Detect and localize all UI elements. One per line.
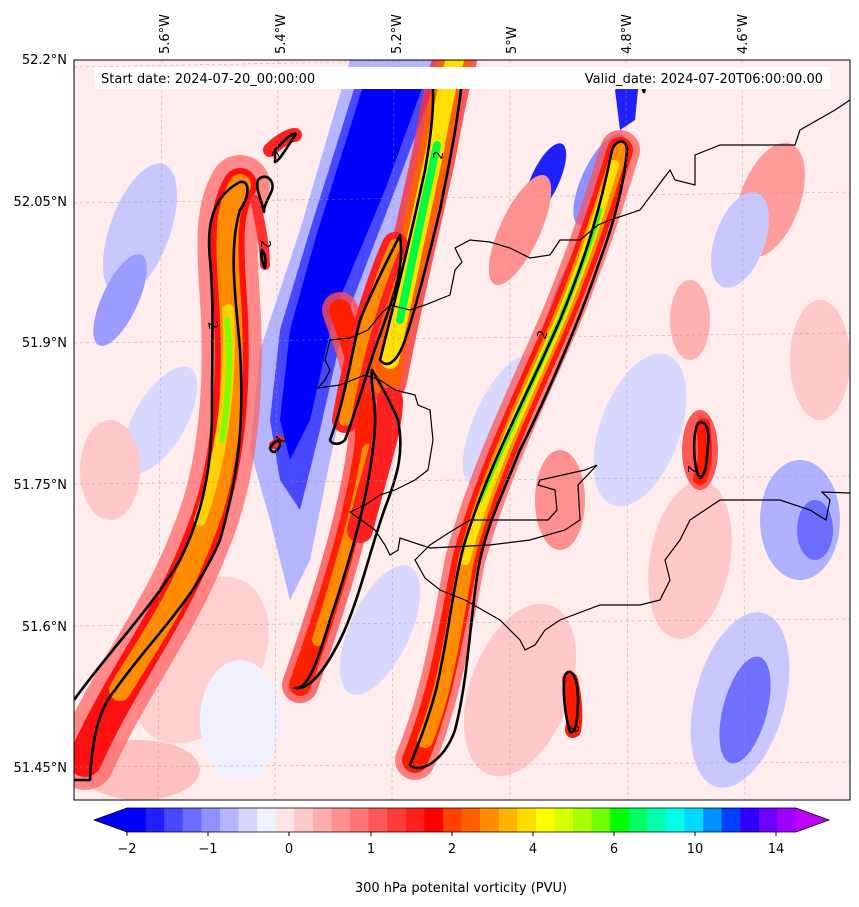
lon-tick-label: 5°W — [505, 26, 520, 54]
lat-tick-label: 51.6°N — [22, 620, 67, 635]
colorbar-tick-label: 10 — [687, 842, 704, 857]
coastline — [316, 99, 850, 651]
colorbar-tick-label: 2 — [448, 842, 456, 857]
longitude-labels: 5.6°W 5.4°W 5.2°W 5°W 4.8°W 4.6°W — [158, 14, 751, 54]
colorbar-cell — [665, 808, 686, 832]
lon-tick-label: 5.2°W — [390, 14, 405, 54]
colorbar-tick-label: 6 — [610, 842, 618, 857]
colorbar-cell — [164, 808, 184, 832]
colorbar-cell — [703, 808, 723, 832]
colorbar-cell — [257, 808, 277, 832]
colorbar-cell — [758, 808, 779, 832]
colorbar-tick-label: −1 — [198, 842, 217, 857]
map-frame — [73, 59, 851, 801]
colorbar-title: 300 hPa potenital vorticity (PVU) — [355, 881, 567, 896]
lat-tick-label: 52.05°N — [14, 195, 67, 210]
colorbar-cell — [294, 808, 314, 832]
colorbar-cell — [498, 808, 518, 832]
colorbar-cell — [610, 808, 630, 832]
colorbar-tick-label: 14 — [768, 842, 785, 857]
colorbar-cell — [517, 808, 537, 832]
colorbar-cell — [424, 808, 444, 832]
colorbar-cell — [182, 808, 202, 832]
colorbar-cell — [201, 808, 221, 832]
colorbar-under-arrow — [94, 808, 127, 832]
colorbar-tick-label: 4 — [529, 842, 537, 857]
lat-tick-label: 51.9°N — [22, 336, 67, 351]
colorbar-cell — [405, 808, 425, 832]
contour-label: 2 — [204, 320, 220, 331]
colorbar-cell — [684, 808, 704, 832]
colorbar-cell — [480, 808, 500, 832]
latitude-labels: 52.2°N 52.05°N 51.9°N 51.75°N 51.6°N 51.… — [14, 53, 67, 776]
colorbar-cell — [350, 808, 370, 832]
colorbar-over-arrow — [796, 808, 829, 832]
colorbar-tick-label: 1 — [367, 842, 375, 857]
lon-tick-label: 5.6°W — [158, 14, 173, 54]
colorbar-cell — [275, 808, 295, 832]
colorbar-cell — [461, 808, 481, 832]
colorbar-cell — [740, 808, 760, 832]
colorbar-cell — [312, 808, 333, 832]
lon-tick-label: 4.6°W — [736, 14, 751, 54]
colorbar-cell — [219, 808, 240, 832]
lat-tick-label: 51.45°N — [14, 761, 67, 776]
colorbar: −2 −1 0 1 2 4 6 10 14 300 hPa potenital … — [92, 807, 831, 896]
contour-label: 2 — [257, 240, 272, 248]
colorbar-cell — [238, 808, 258, 832]
colorbar-cell — [387, 808, 407, 832]
colorbar-ticks: −2 −1 0 1 2 4 6 10 14 — [117, 832, 784, 857]
colorbar-cell — [127, 808, 147, 832]
contour-label: 2 — [431, 150, 447, 161]
colorbar-cell — [591, 808, 611, 832]
valid-date-label: Valid_date: 2024-07-20T06:00:00.00 — [585, 72, 823, 87]
lon-tick-label: 4.8°W — [620, 14, 635, 54]
colorbar-cell — [647, 808, 667, 832]
map-plot-area: 2 2 2 2 2 2 2 2 — [74, 60, 850, 800]
lat-tick-label: 51.75°N — [14, 478, 67, 493]
colorbar-cell — [535, 808, 556, 832]
colorbar-cell — [628, 808, 648, 832]
colorbar-cell — [331, 808, 351, 832]
date-info-box — [94, 67, 830, 89]
contour-label: 2 — [272, 435, 287, 443]
start-date-label: Start date: 2024-07-20_00:00:00 — [101, 72, 315, 87]
colorbar-cell — [573, 808, 593, 832]
colorbar-cell — [145, 808, 165, 832]
colorbar-cell — [554, 808, 574, 832]
colorbar-cells — [127, 808, 797, 832]
lat-tick-label: 52.2°N — [22, 53, 67, 68]
contour-label: 2 — [565, 725, 580, 733]
contour-label: 2 — [684, 465, 699, 473]
colorbar-tick-label: −2 — [117, 842, 136, 857]
colorbar-tick-label: 0 — [285, 842, 293, 857]
colorbar-cell — [368, 808, 388, 832]
colorbar-cell — [442, 808, 463, 832]
lon-tick-label: 5.4°W — [274, 14, 289, 54]
colorbar-cell — [777, 808, 797, 832]
colorbar-cell — [721, 808, 741, 832]
